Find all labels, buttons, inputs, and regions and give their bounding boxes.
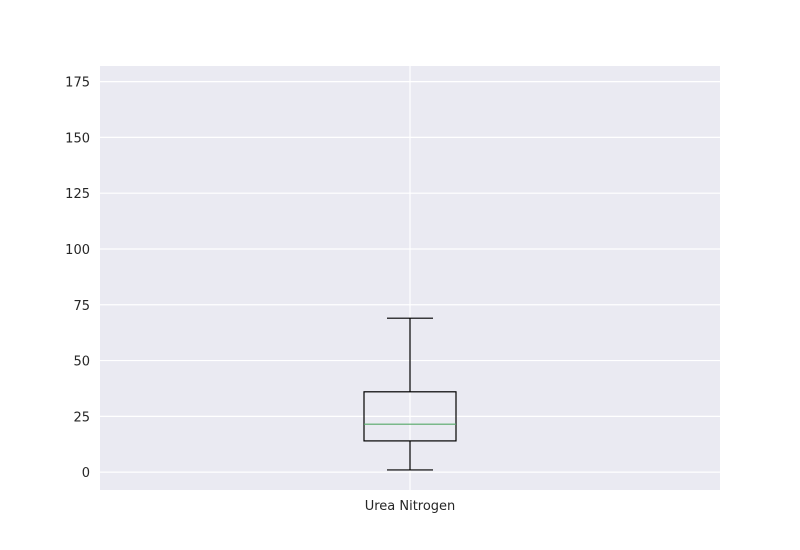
x-tick-label: Urea Nitrogen (365, 499, 456, 514)
y-tick-label: 0 (82, 466, 90, 481)
y-axis-ticks: 0 25 50 75 100 125 150 175 (65, 76, 90, 482)
x-axis-ticks: Urea Nitrogen (365, 499, 456, 514)
y-tick-label: 175 (65, 76, 90, 91)
y-tick-label: 75 (73, 299, 90, 314)
y-tick-label: 125 (65, 187, 90, 202)
iqr-box (363, 391, 457, 442)
y-tick-label: 150 (65, 131, 90, 146)
boxes (363, 317, 457, 471)
y-tick-label: 25 (73, 410, 90, 425)
y-tick-label: 50 (73, 355, 90, 370)
y-tick-label: 100 (65, 243, 90, 258)
